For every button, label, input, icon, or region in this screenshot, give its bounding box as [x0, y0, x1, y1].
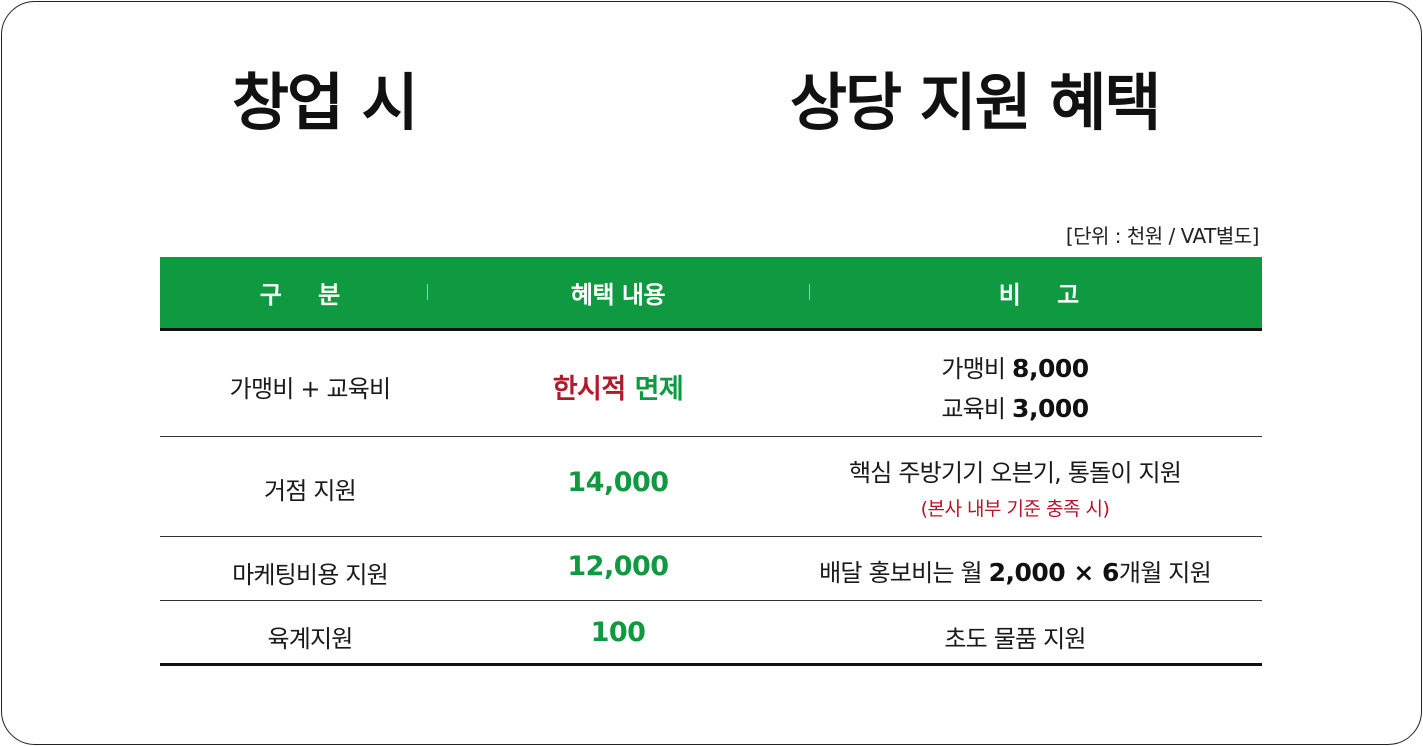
table-row: 거점 지원 14,000 핵심 주방기기 오븐기, 통돌이 지원 (본사 내부 … [160, 437, 1262, 537]
table-header: 구 분 혜택 내용 비 고 [160, 257, 1262, 331]
row-benefit: 12,000 [567, 551, 669, 582]
benefit-temporary: 한시적 [552, 374, 627, 405]
header-note: 비 고 [998, 281, 1094, 309]
note-text: 핵심 주방기기 오븐기, 통돌이 지원 [848, 459, 1182, 487]
row-category: 육계지원 [267, 625, 353, 653]
row-category: 가맹비 + 교육비 [229, 375, 391, 403]
table-row: 육계지원 100 초도 물품 지원 [160, 601, 1262, 666]
row-benefit: 14,000 [567, 467, 669, 498]
benefits-table: 구 분 혜택 내용 비 고 가맹비 + 교육비 한시적 면제 가맹비 8,000… [160, 257, 1262, 666]
note-label: 교육비 [941, 395, 1006, 423]
note-label: 가맹비 [941, 355, 1006, 383]
row-benefit: 100 [590, 617, 646, 648]
note-value: 3,000 [1012, 394, 1089, 423]
note-bold: 2,000 × 6 [988, 558, 1120, 587]
note-suffix: 개월 지원 [1118, 559, 1212, 587]
row-note: 배달 홍보비는 월 2,000 × 6개월 지원 [790, 553, 1240, 588]
header-divider [809, 284, 810, 300]
note-prefix: 배달 홍보비는 월 [819, 559, 982, 587]
row-note: 핵심 주방기기 오븐기, 통돌이 지원 (본사 내부 기준 충족 시) [790, 453, 1240, 521]
unit-note: [단위 : 천원 / VAT별도] [1065, 224, 1260, 248]
row-benefit: 한시적 면제 [468, 367, 768, 406]
header-divider [427, 284, 428, 300]
row-note: 초도 물품 지원 [944, 625, 1086, 653]
note-value: 8,000 [1012, 354, 1089, 383]
page-title-right: 상당 지원 혜택 [790, 66, 1161, 139]
page-title-left: 창업 시 [232, 66, 419, 139]
row-category: 거점 지원 [264, 477, 357, 505]
row-note: 가맹비 8,000 교육비 3,000 [790, 349, 1240, 429]
note-subtext: (본사 내부 기준 충족 시) [920, 498, 1110, 520]
row-category: 마케팅비용 지원 [232, 561, 389, 589]
benefit-exempt: 면제 [634, 374, 684, 405]
header-category: 구 분 [259, 281, 355, 309]
table-row: 마케팅비용 지원 12,000 배달 홍보비는 월 2,000 × 6개월 지원 [160, 537, 1262, 601]
table-row: 가맹비 + 교육비 한시적 면제 가맹비 8,000 교육비 3,000 [160, 331, 1262, 437]
header-benefit: 혜택 내용 [570, 281, 666, 309]
